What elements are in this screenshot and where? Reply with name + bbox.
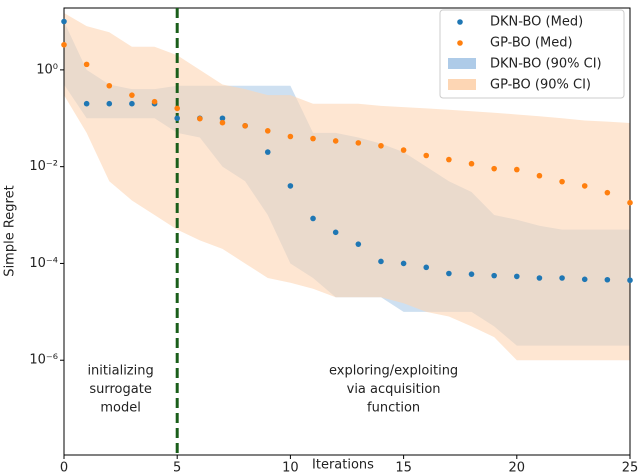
data-point	[378, 258, 384, 265]
data-point	[491, 272, 497, 279]
data-point	[559, 275, 565, 281]
data-point	[536, 275, 543, 281]
annotation: exploring/exploiting	[329, 364, 458, 379]
data-point	[446, 270, 452, 277]
x-tick-label: 5	[173, 461, 181, 472]
x-tick-label: 15	[395, 461, 412, 472]
data-point	[423, 152, 430, 159]
data-point	[129, 100, 135, 107]
data-point	[174, 115, 180, 122]
data-point	[83, 100, 90, 107]
data-point	[378, 142, 384, 149]
data-point	[287, 133, 294, 140]
legend-label: DKN-BO (Med)	[490, 15, 583, 30]
data-point	[264, 149, 271, 155]
data-point	[332, 138, 339, 144]
data-point	[514, 273, 520, 280]
data-point	[61, 18, 67, 25]
legend-marker	[457, 19, 463, 25]
y-tick-label: 10⁻⁴	[29, 256, 58, 271]
legend-label: GP-BO (Med)	[490, 36, 573, 51]
annotation: initializing	[87, 364, 153, 379]
data-point	[106, 100, 113, 107]
data-point	[197, 115, 203, 122]
legend-patch	[448, 58, 476, 69]
data-point	[242, 122, 248, 129]
data-point	[559, 178, 565, 185]
data-point	[83, 61, 90, 68]
y-tick-label: 10⁻⁶	[29, 353, 58, 368]
x-tick-label: 10	[282, 461, 299, 472]
data-point	[310, 215, 316, 222]
y-tick-label: 10⁻²	[29, 159, 58, 174]
data-point	[151, 98, 158, 105]
data-point	[604, 276, 611, 283]
data-point	[219, 119, 226, 126]
data-point	[332, 229, 339, 236]
annotation: function	[367, 401, 420, 416]
x-axis-label: Iterations	[312, 458, 374, 472]
legend-label: GP-BO (90% CI)	[490, 78, 591, 93]
data-point	[355, 241, 362, 247]
x-tick-label: 25	[622, 461, 639, 472]
data-point	[219, 115, 226, 122]
data-point	[581, 276, 588, 283]
data-point	[355, 140, 362, 146]
data-point	[106, 82, 113, 89]
data-point	[514, 166, 520, 173]
data-point	[310, 135, 316, 142]
x-tick-label: 20	[509, 461, 526, 472]
plot-frame	[63, 7, 631, 456]
data-point	[264, 128, 271, 134]
y-tick-label: 10⁰	[36, 62, 58, 77]
legend-patch	[448, 79, 476, 90]
ci-band	[64, 12, 630, 361]
data-point	[129, 92, 135, 98]
data-point	[468, 160, 475, 167]
annotation: via acquisition	[347, 382, 441, 397]
data-point	[627, 199, 633, 206]
data-point	[446, 156, 452, 163]
data-point	[400, 147, 407, 153]
legend-box	[439, 9, 625, 99]
y-axis-label: Simple Regret	[3, 185, 18, 276]
data-point	[491, 165, 497, 172]
data-point	[604, 189, 611, 196]
data-point	[423, 264, 430, 271]
legend-marker	[457, 40, 463, 46]
data-point	[174, 105, 180, 112]
data-point	[400, 260, 407, 267]
legend-label: DKN-BO (90% CI)	[490, 57, 602, 72]
data-point	[581, 183, 588, 189]
annotation: model	[100, 401, 140, 416]
data-point	[61, 41, 67, 48]
x-tick-label: 0	[60, 461, 68, 472]
data-point	[287, 183, 294, 189]
data-point	[536, 172, 543, 179]
data-point	[627, 277, 633, 284]
data-point	[468, 271, 475, 277]
annotation: surrogate	[89, 382, 151, 397]
